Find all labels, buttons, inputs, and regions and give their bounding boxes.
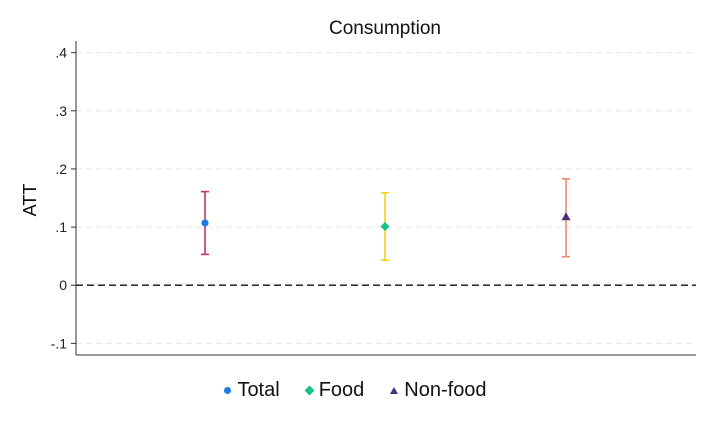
legend-item-non-food: Non-food xyxy=(390,378,487,402)
y-tick-label: .3 xyxy=(55,103,67,119)
point-food xyxy=(380,221,390,231)
legend-label-total: Total xyxy=(237,378,280,401)
legend-triangle-marker-icon xyxy=(390,386,399,394)
legend-label-food: Food xyxy=(318,378,365,401)
y-tick-label: -.1 xyxy=(51,335,68,351)
legend-label-non-food: Non-food xyxy=(404,378,487,401)
legend: Total Food Non-food xyxy=(0,376,711,404)
point-total xyxy=(201,219,209,227)
chart-title: Consumption xyxy=(329,18,441,39)
y-tick-label: .4 xyxy=(55,45,67,61)
legend-item-total: Total xyxy=(224,378,280,402)
y-tick-label: 0 xyxy=(59,277,67,293)
y-axis-label: ATT xyxy=(20,184,40,217)
legend-item-food: Food xyxy=(304,378,365,402)
legend-circle-marker-icon xyxy=(224,386,232,394)
legend-diamond-marker-icon xyxy=(304,385,315,395)
y-tick-label: .1 xyxy=(55,219,67,235)
plot-area: -.1 0 .1 .2 .3 .4 xyxy=(51,41,696,356)
point-non-food xyxy=(561,212,571,221)
y-tick-label: .2 xyxy=(55,161,67,177)
